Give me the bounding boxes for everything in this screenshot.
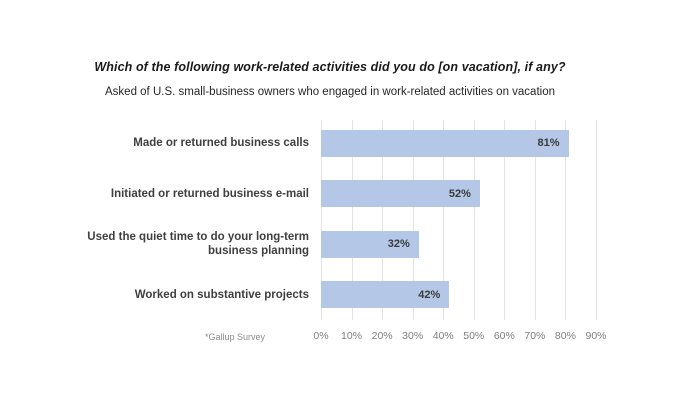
bar-row: Worked on substantive projects 42% [55,270,596,321]
category-label: Initiated or returned business e-mail [110,187,309,200]
bar-value-label: 52% [448,187,471,200]
x-tick-label: 90% [585,330,607,342]
bar: 42% [321,281,450,309]
bar-value-label: 42% [418,288,441,301]
bar-row: Made or returned business calls 81% [55,118,596,169]
x-tick-label: 10% [341,330,363,342]
x-tick-label: 80% [554,330,576,342]
gridline [473,120,475,320]
gridline [382,120,384,320]
bar-value-label: 32% [387,238,410,251]
bar-rows: Made or returned business calls 81% Init… [55,118,596,320]
x-tick-label: 40% [432,330,454,342]
gridline [534,120,536,320]
gridline [596,120,597,320]
gridline [412,120,414,320]
x-tick-label: 60% [493,330,515,342]
source-note: *Gallup Survey [204,332,266,342]
gridline [565,120,567,320]
gridline [351,120,353,320]
x-tick-label: 70% [524,330,546,342]
chart-subtitle: Asked of U.S. small-business owners who … [105,86,555,98]
bar-row: Used the quiet time to do your long-term… [55,219,596,270]
bar-row: Initiated or returned business e-mail 52… [55,169,596,220]
bar: 32% [321,230,419,258]
bar-track: 81% [321,129,596,157]
x-tick-label: 0% [313,330,329,342]
chart-header: Which of the following work-related acti… [15,60,645,98]
bar: 81% [321,129,569,157]
x-axis: 0% 10% 20% 30% 40% 50% 60% 70% 80% 90% [313,330,606,344]
x-tick-label: 50% [463,330,485,342]
bar-track: 52% [321,180,596,208]
category-label: Made or returned business calls [133,137,309,150]
bar-chart: Made or returned business calls 81% Init… [55,118,597,320]
x-tick-label: 20% [371,330,393,342]
chart-title: Which of the following work-related acti… [94,60,566,74]
x-tick-label: 30% [402,330,424,342]
category-label: Used the quiet time to do your long-term… [87,231,309,258]
gridline [504,120,506,320]
gridline-layer [321,120,597,320]
bar-track: 32% [321,230,596,258]
bar-value-label: 81% [537,137,560,150]
category-label: Worked on substantive projects [134,288,309,301]
bar-track: 42% [321,281,596,309]
gridline [443,120,445,320]
gridline [321,120,322,320]
bar: 52% [321,180,480,208]
